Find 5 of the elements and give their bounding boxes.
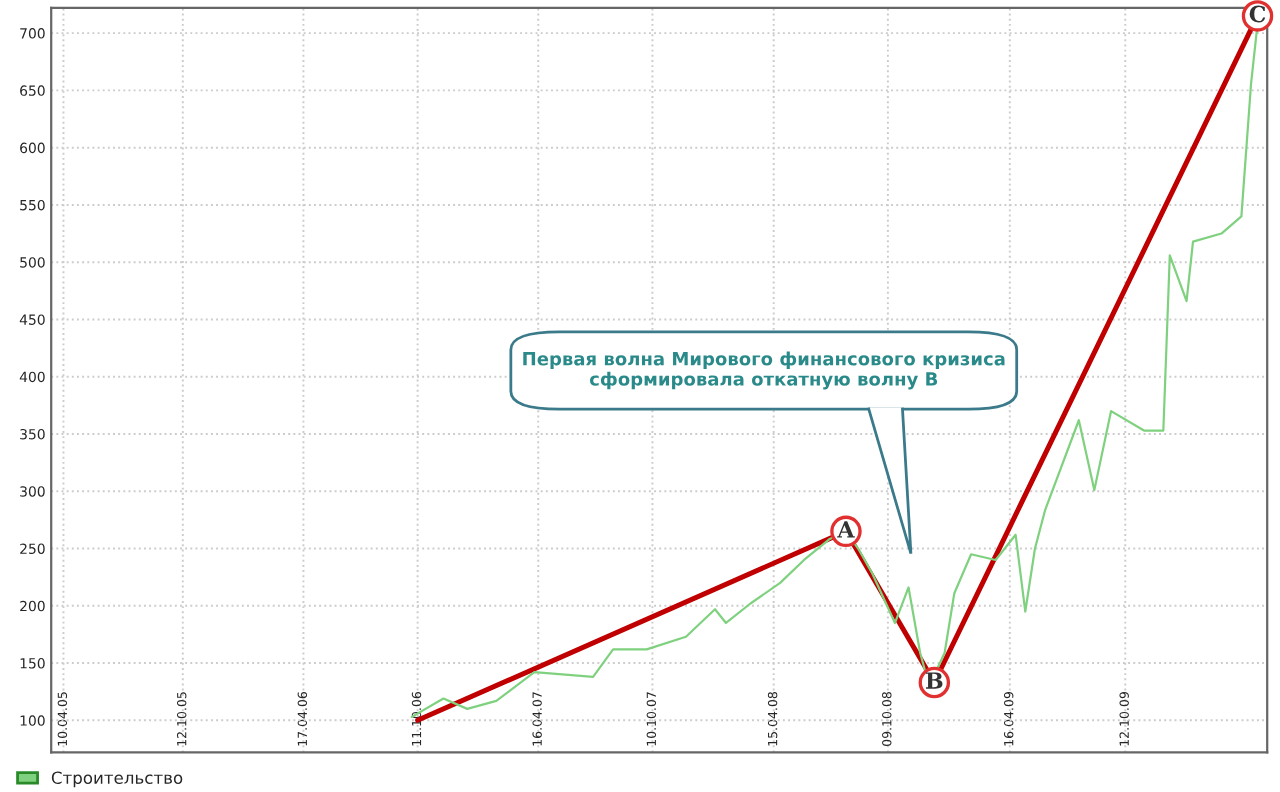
annotation: B bbox=[925, 672, 943, 689]
legend-label: Строительство bbox=[51, 771, 183, 788]
annotation: Первая волна Мирового финансового кризиса сформировала откатную волну B bbox=[523, 351, 1005, 390]
annotation: C bbox=[1249, 5, 1266, 23]
annotation: A bbox=[837, 521, 855, 538]
